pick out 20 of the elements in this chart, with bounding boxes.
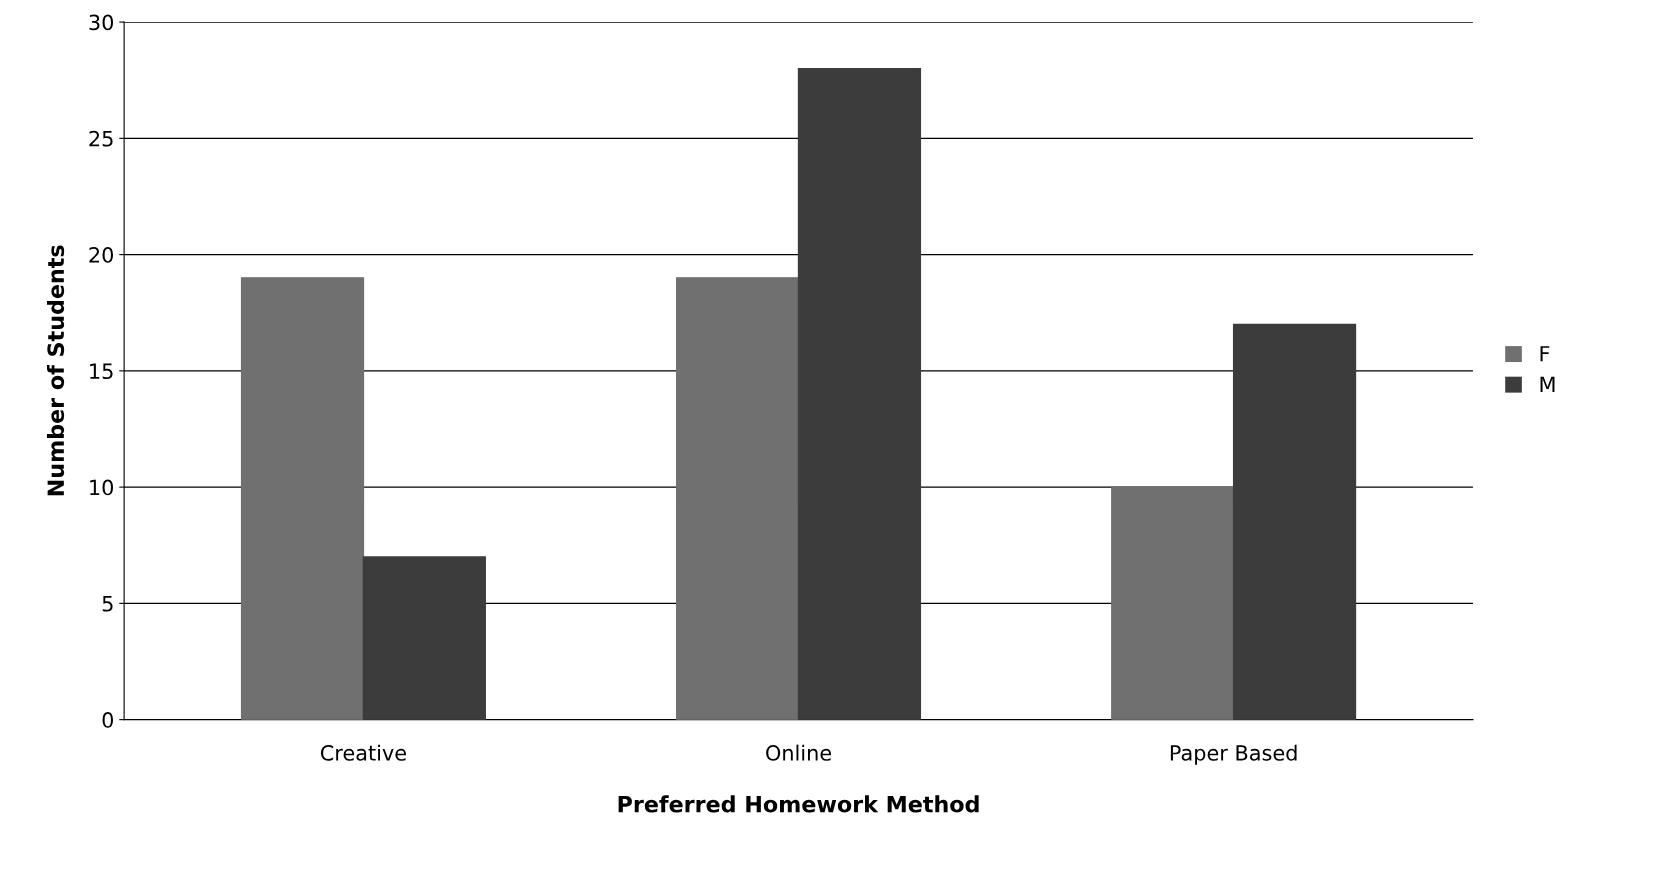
bar xyxy=(1111,486,1235,720)
bar xyxy=(362,556,486,720)
legend-label: M xyxy=(1540,376,1555,392)
y-tick-label: 0 xyxy=(102,712,114,728)
y-tick-label: 25 xyxy=(89,130,113,147)
bar xyxy=(240,277,365,720)
y-axis-title: Number of Students xyxy=(46,245,65,496)
x-tick-label: Creative xyxy=(320,744,406,761)
bar xyxy=(676,277,800,720)
bar xyxy=(797,67,922,720)
y-tick-label: 30 xyxy=(89,14,114,31)
y-tick-label: 5 xyxy=(102,596,113,612)
y-tick-label: 10 xyxy=(90,479,114,496)
y-tick-label: 15 xyxy=(90,363,113,380)
y-tick-label: 20 xyxy=(89,247,114,263)
x-tick-label: Paper Based xyxy=(1170,744,1297,765)
x-tick-label: Online xyxy=(766,744,832,761)
legend-label: F xyxy=(1540,346,1550,362)
x-axis-title: Preferred Homework Method xyxy=(618,795,979,813)
bar xyxy=(1232,323,1357,720)
